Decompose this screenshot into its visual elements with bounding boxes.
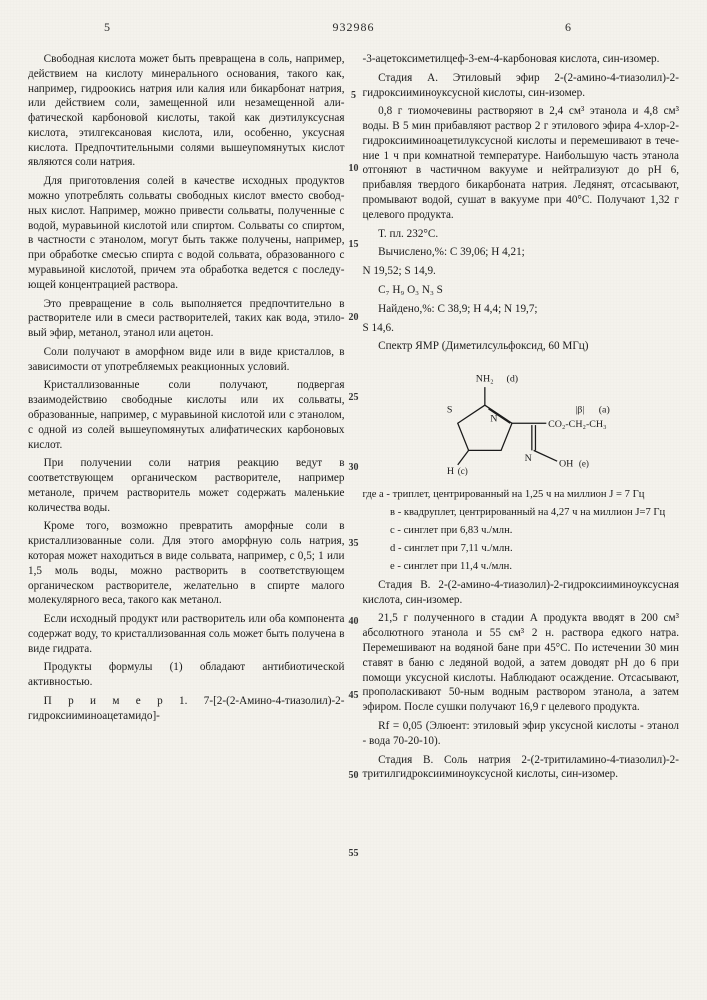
line-number: 15 bbox=[349, 239, 359, 250]
chemical-structure-diagram: NH₂ (d) S N |β| (а) CO₂-CH₂-CH₃ H (с) N … bbox=[421, 360, 621, 482]
nmr-line: в - квадруплет, центрированный на 4,27 ч… bbox=[363, 506, 680, 520]
paragraph: Стадия В. 2-(2-амино-4-тиазолил)-2-гидро… bbox=[363, 578, 680, 608]
line-number: 55 bbox=[349, 848, 359, 859]
line-number: 20 bbox=[349, 312, 359, 323]
line-number: 50 bbox=[349, 770, 359, 781]
found-line: S 14,6. bbox=[363, 321, 680, 336]
page-number-left: 5 bbox=[104, 20, 110, 35]
calc-line: N 19,52; S 14,9. bbox=[363, 264, 680, 279]
paragraph: Стадия В. Соль натрия 2-(2-тритил­амино-… bbox=[363, 753, 680, 783]
page-number-right: 6 bbox=[565, 20, 571, 35]
calc-line: Вычислено,%: С 39,06; Н 4,21; bbox=[363, 245, 680, 260]
nmr-line: с - синглет при 6,83 ч./млн. bbox=[363, 524, 680, 538]
line-number: 30 bbox=[349, 462, 359, 473]
label-N2: N bbox=[524, 453, 531, 464]
paragraph: При получении соли натрия реакцию ведут … bbox=[28, 456, 345, 515]
left-column: Свободная кислота может быть пре­вращена… bbox=[28, 52, 345, 786]
paragraph: П р и м е р 1. 7-[2-(2-Амино-4-тиазолил)… bbox=[28, 694, 345, 724]
line-number: 10 bbox=[349, 163, 359, 174]
nmr-line: где а - триплет, центрированный на 1,25 … bbox=[363, 488, 680, 502]
label-OH: OH bbox=[559, 459, 573, 470]
melting-point: Т. пл. 232°С. bbox=[363, 227, 680, 242]
found-line: Найдено,%: С 38,9; Н 4,4; N 19,7; bbox=[363, 302, 680, 317]
paragraph: Если исходный продукт или раствори­тель … bbox=[28, 612, 345, 656]
paragraph: Это превращение в соль выполняется предп… bbox=[28, 297, 345, 341]
label-NH2: NH₂ bbox=[476, 374, 494, 385]
paragraph: Соли получают в аморфном виде или в виде… bbox=[28, 345, 345, 375]
diagram-label-d: (d) bbox=[506, 374, 518, 385]
line-number: 45 bbox=[349, 690, 359, 701]
paragraph: Кристаллизованные соли получают, под­вер… bbox=[28, 378, 345, 452]
label-S: S bbox=[447, 404, 453, 415]
diagram-label-e: (e) bbox=[579, 459, 589, 469]
line-number: 40 bbox=[349, 616, 359, 627]
paragraph: Продукты формулы (1) обладают анти­биоти… bbox=[28, 660, 345, 690]
page-header: 5 932986 6 bbox=[28, 20, 679, 48]
paragraph: 21,5 г полученного в стадии А про­дукта … bbox=[363, 611, 680, 714]
line-number: 5 bbox=[351, 90, 356, 101]
formula-line: С₇ Н₉ О₃ N₃ S bbox=[363, 283, 680, 298]
paragraph: Стадия А. Этиловый эфир 2-(2-амино-4-тиа… bbox=[363, 71, 680, 101]
nmr-header: Спектр ЯМР (Диметилсульфоксид, 60 МГц) bbox=[363, 339, 680, 354]
diagram-label-a: (а) bbox=[598, 404, 609, 415]
right-column: -3-ацетоксиметилцеф-3-ем-4-карбоновая ки… bbox=[363, 52, 680, 786]
paragraph: -3-ацетоксиметилцеф-3-ем-4-карбоновая ки… bbox=[363, 52, 680, 67]
paragraph: Для приготовления солей в качестве исход… bbox=[28, 174, 345, 292]
paragraph: Rf = 0,05 (Элюент: этиловый эфир ук­сусн… bbox=[363, 719, 680, 749]
line-number: 35 bbox=[349, 538, 359, 549]
label-N: N bbox=[490, 414, 497, 425]
nmr-line: е - синглет при 11,4 ч./млн. bbox=[363, 560, 680, 574]
paragraph: Кроме того, возможно превратить аморфные… bbox=[28, 519, 345, 608]
paragraph: 0,8 г тиомочевины растворяют в 2,4 см³ э… bbox=[363, 104, 680, 222]
diagram-label-c: (с) bbox=[457, 466, 467, 476]
diagram-label-b: |β| bbox=[575, 404, 584, 415]
label-H: H bbox=[447, 466, 454, 477]
line-number: 25 bbox=[349, 392, 359, 403]
patent-number: 932986 bbox=[333, 20, 375, 35]
paragraph: Свободная кислота может быть пре­вращена… bbox=[28, 52, 345, 170]
label-CO2: CO₂-CH₂-CH₃ bbox=[548, 419, 606, 430]
nmr-line: d - синглет при 7,11 ч./млн. bbox=[363, 542, 680, 556]
